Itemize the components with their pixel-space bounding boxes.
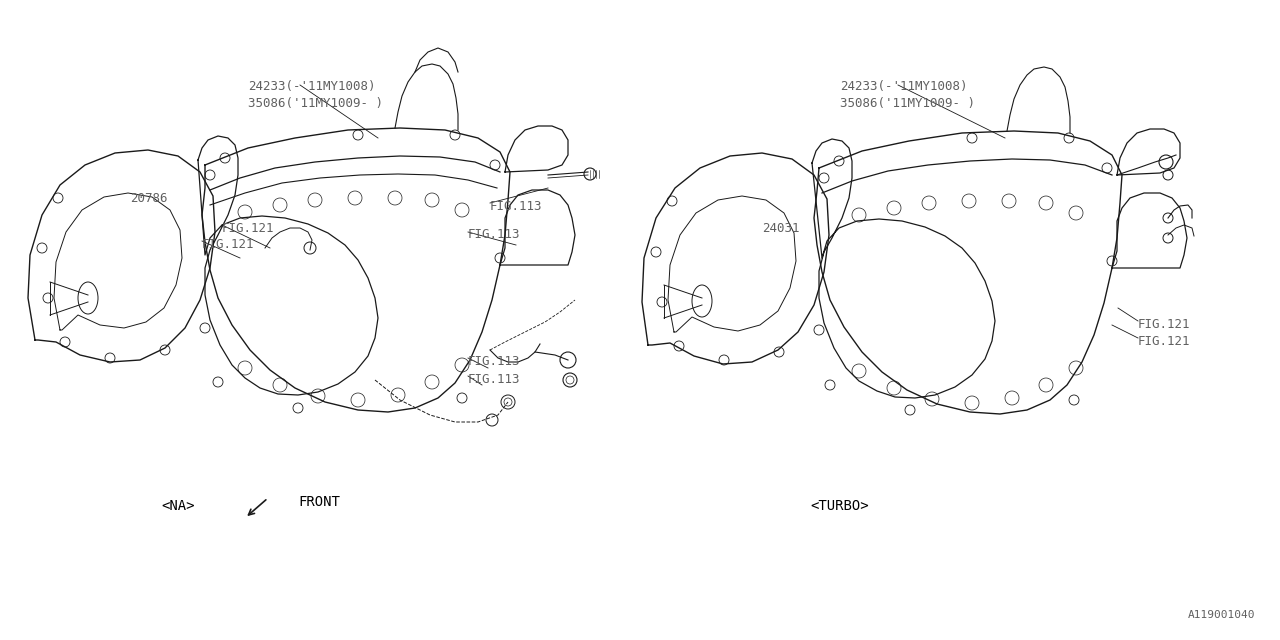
Text: FIG.113: FIG.113 [468,373,521,386]
Text: FIG.121: FIG.121 [1138,335,1190,348]
Text: FIG.113: FIG.113 [468,228,521,241]
Text: 35086('11MY1009- ): 35086('11MY1009- ) [248,97,383,110]
Text: FIG.113: FIG.113 [490,200,543,213]
Text: 35086('11MY1009- ): 35086('11MY1009- ) [840,97,975,110]
Text: FIG.121: FIG.121 [1138,318,1190,331]
Text: 20786: 20786 [131,192,168,205]
Text: 24233(-'11MY1008): 24233(-'11MY1008) [248,80,375,93]
Text: <TURBO>: <TURBO> [810,499,869,513]
Text: FIG.121: FIG.121 [221,222,274,235]
Text: FIG.121: FIG.121 [202,238,255,251]
Text: FRONT: FRONT [298,495,340,509]
Text: FIG.113: FIG.113 [468,355,521,368]
Text: <NA>: <NA> [161,499,195,513]
Text: 24031: 24031 [762,222,800,235]
Text: A119001040: A119001040 [1188,610,1254,620]
Text: 24233(-'11MY1008): 24233(-'11MY1008) [840,80,968,93]
